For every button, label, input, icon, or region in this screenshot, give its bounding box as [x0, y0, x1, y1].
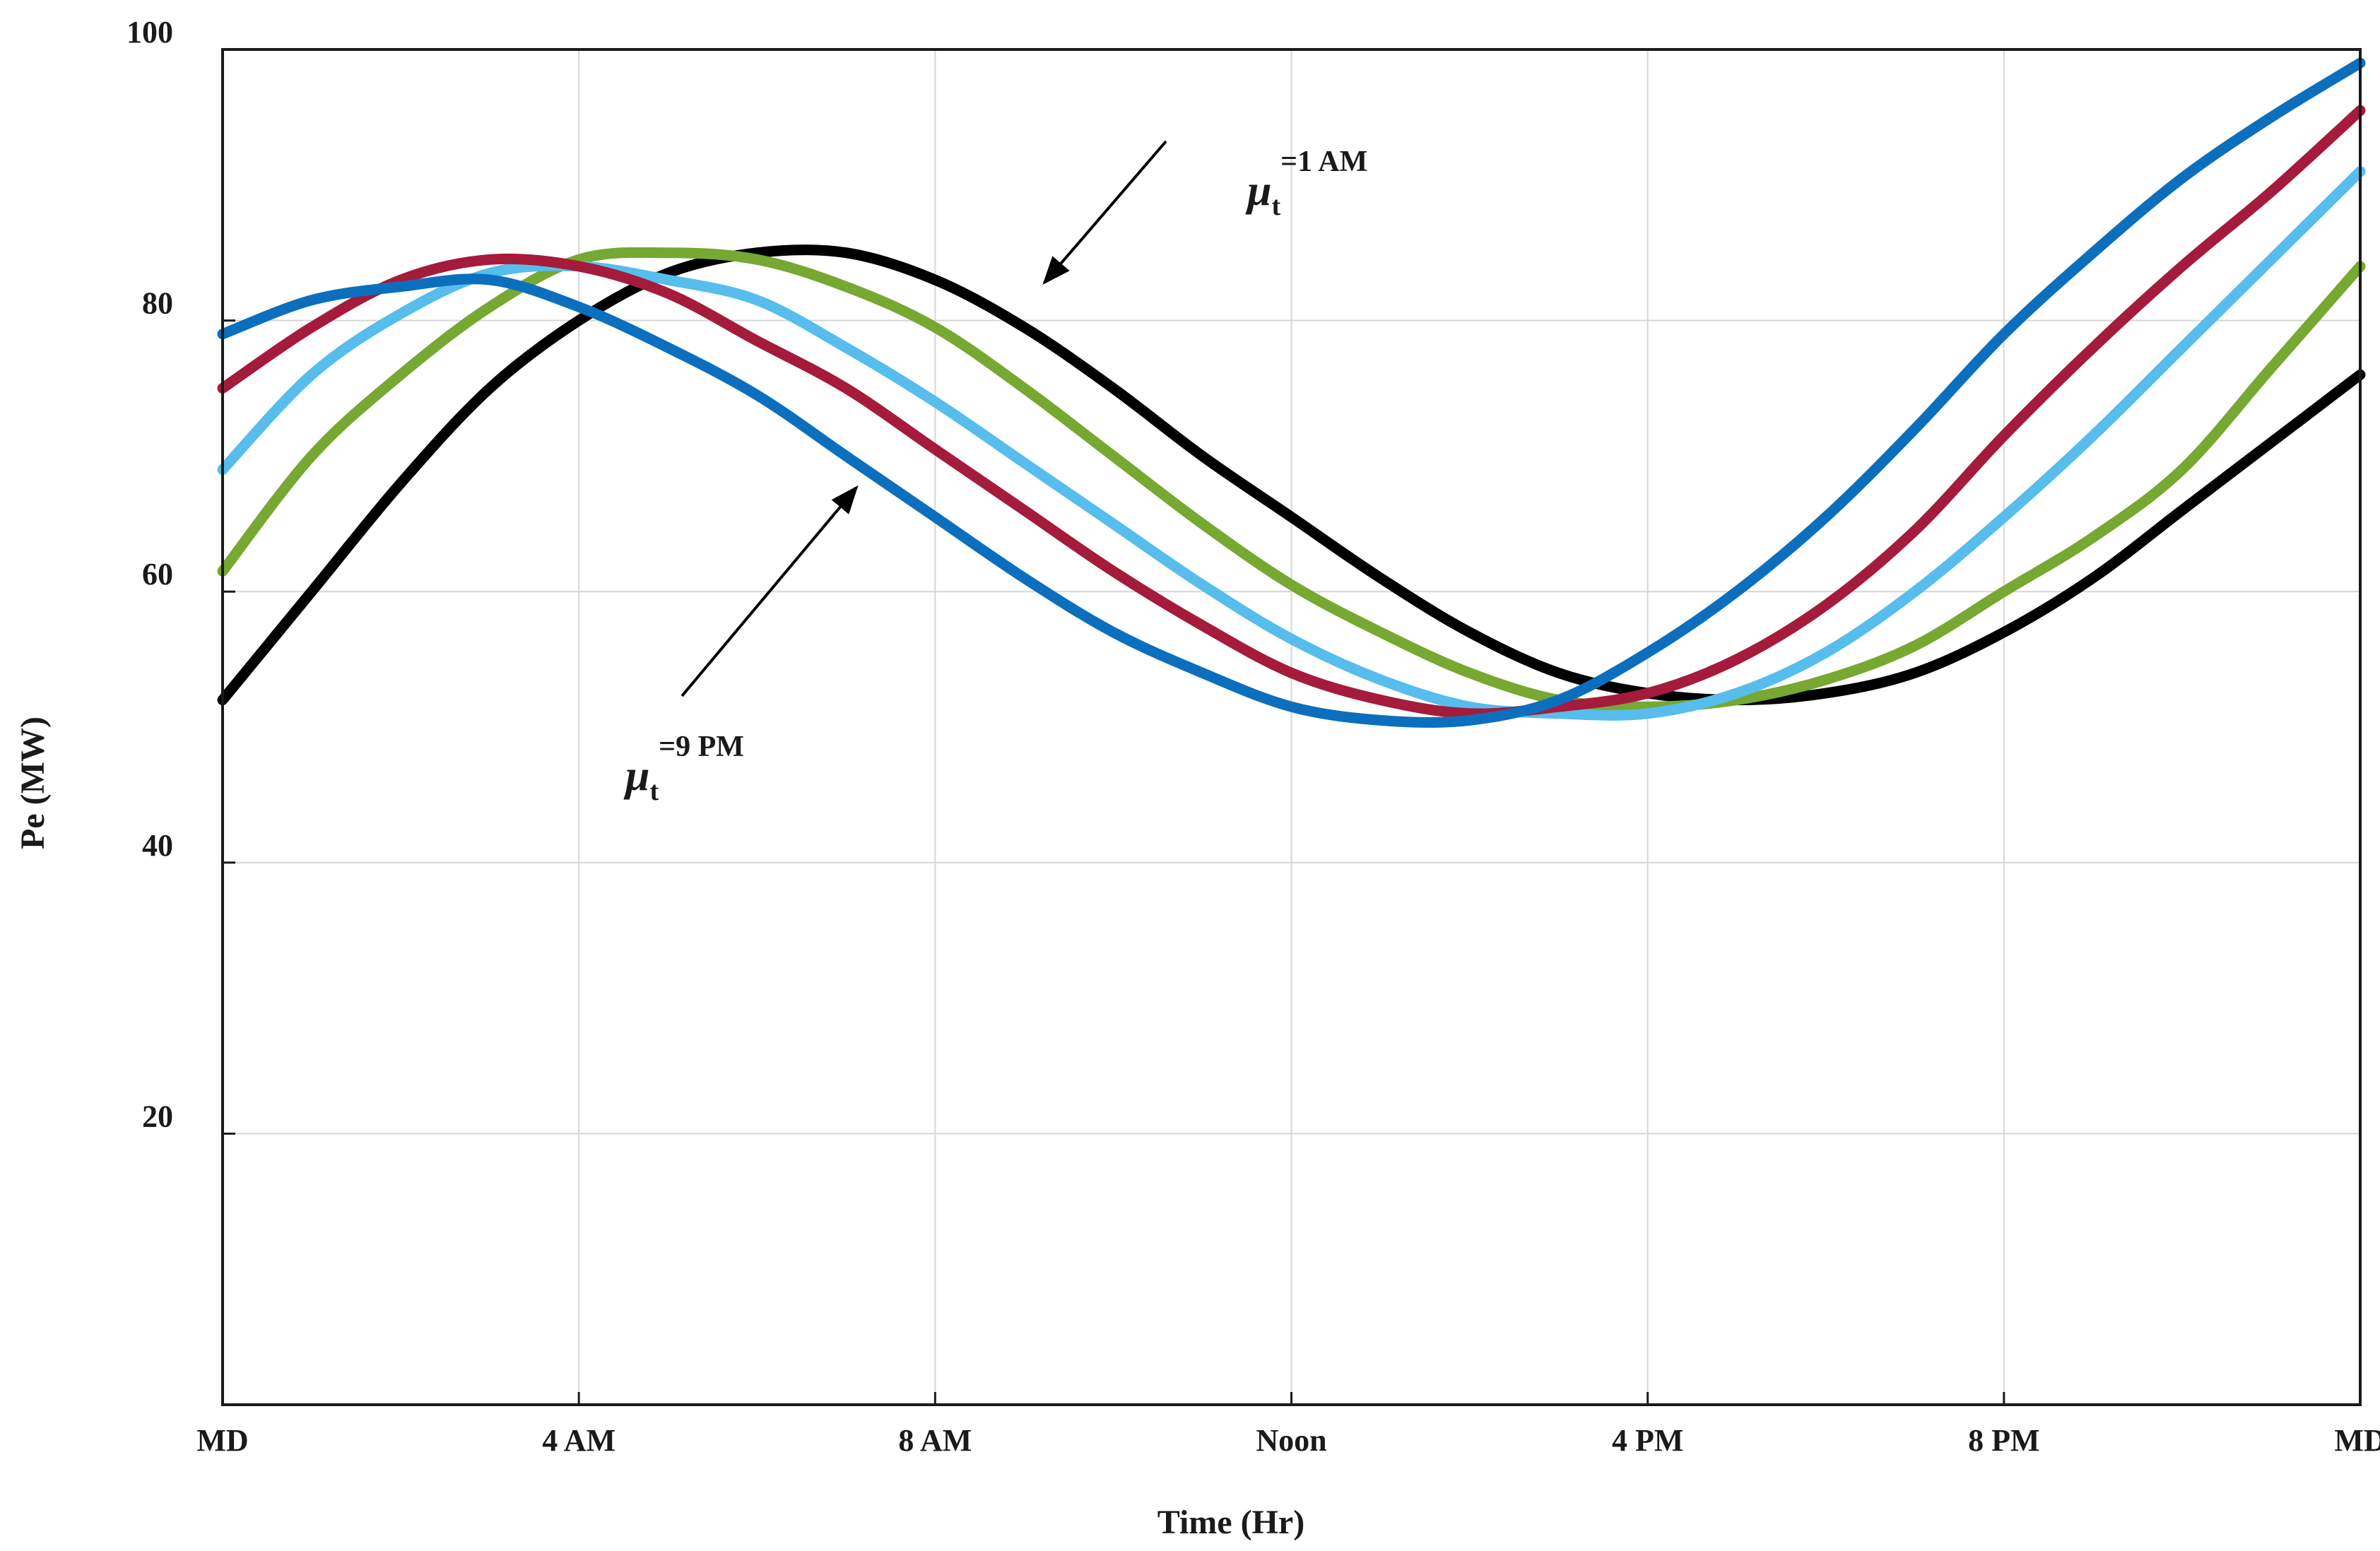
x-tick-label: MD	[196, 1423, 248, 1458]
x-tick-label: Noon	[1256, 1423, 1326, 1458]
y-tick-label: 60	[142, 557, 173, 591]
annotation-label-9pm: μt=9 PM	[623, 731, 744, 806]
series-group	[217, 57, 2366, 728]
y-tick-label: 80	[142, 286, 173, 321]
annotation-mu-9pm: μ	[623, 752, 649, 800]
series-line	[217, 105, 2366, 719]
x-tick-label: MD	[2334, 1423, 2380, 1458]
tick-labels: MD 4 AM 8 AM Noon 4 PM 8 PM MD 20 40 60 80 100	[126, 15, 2380, 1458]
annotation-mu-1am: μ	[1245, 167, 1271, 215]
annotation-label-1am: μt=1 AM	[1245, 146, 1367, 221]
x-tick-label: 4 AM	[542, 1423, 615, 1458]
y-tick-label: 100	[126, 15, 173, 49]
annotation-arrow-1am	[1042, 140, 1167, 285]
x-axis-label: Time (Hr)	[1157, 1504, 1304, 1541]
annotation-sub-1am: t	[1271, 191, 1280, 221]
annotation-sub-9pm: t	[649, 777, 659, 806]
annotation-text-1am: =1 AM	[1280, 146, 1367, 178]
series-line	[217, 57, 2366, 728]
x-tick-label: 8 AM	[898, 1423, 972, 1458]
x-tick-label: 4 PM	[1612, 1423, 1683, 1458]
x-tick-label: 8 PM	[1968, 1423, 2039, 1458]
y-tick-label: 40	[142, 828, 173, 863]
annotation-arrow-9pm	[681, 485, 859, 697]
y-tick-label: 20	[142, 1099, 173, 1133]
series-line	[217, 244, 2366, 706]
annotation-text-9pm: =9 PM	[659, 731, 744, 763]
y-axis-label: Pe (MW)	[14, 716, 52, 849]
grid-lines	[223, 49, 2360, 1405]
